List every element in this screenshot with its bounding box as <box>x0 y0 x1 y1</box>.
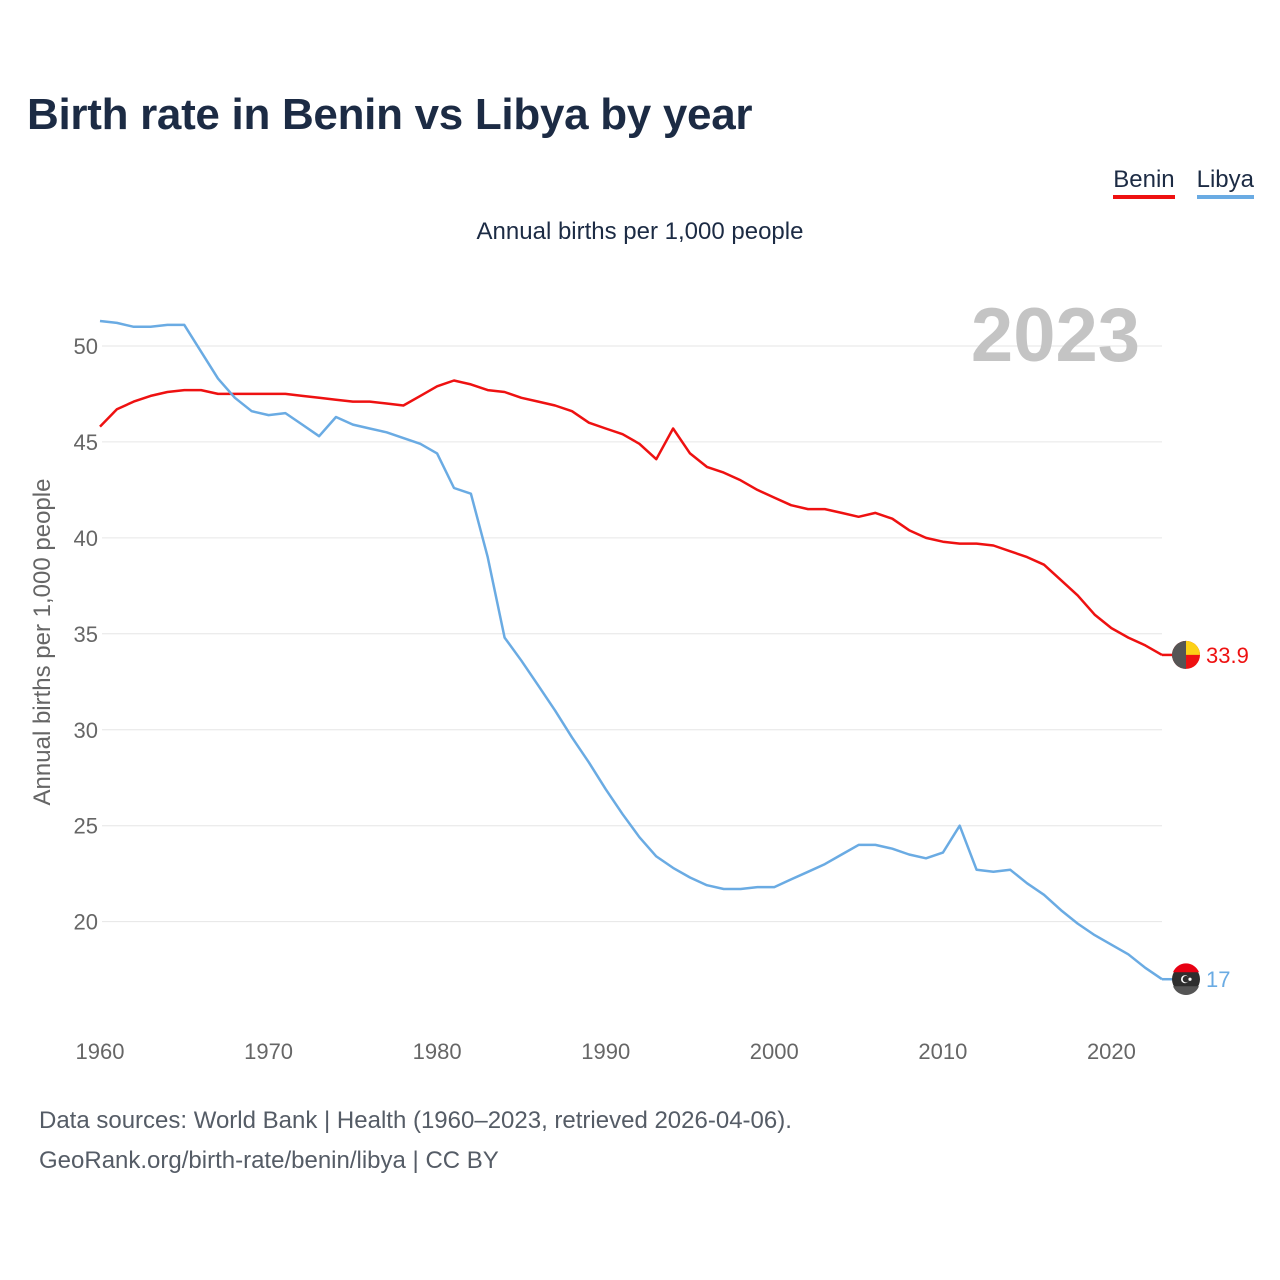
legend-item-libya[interactable]: Libya <box>1196 166 1254 199</box>
flag-crescent-cut <box>1182 975 1190 983</box>
x-tick-label: 1960 <box>76 1039 125 1064</box>
x-tick-label: 2020 <box>1087 1039 1136 1064</box>
series-lines <box>99 319 1163 981</box>
source-line: Data sources: World Bank | Health (1960–… <box>39 1107 792 1134</box>
flag-green <box>1172 640 1186 669</box>
x-tick-label: 1980 <box>413 1039 462 1064</box>
series-line-libya <box>99 319 1163 981</box>
source-link[interactable]: GeoRank.org/birth-rate/benin/libya | CC … <box>39 1147 499 1174</box>
y-tick-label: 30 <box>74 718 98 743</box>
chart-title: Birth rate in Benin vs Libya by year <box>27 90 753 139</box>
y-tick-label: 25 <box>74 814 98 839</box>
gridlines <box>102 345 1162 923</box>
flag-star <box>1188 977 1192 981</box>
flag-libya-icon <box>1172 963 1200 996</box>
y-tick-label: 45 <box>74 430 98 455</box>
x-tick-label: 1990 <box>581 1039 630 1064</box>
x-axis-ticks: 1960 1970 1980 1990 2000 2010 2020 <box>76 1039 1136 1064</box>
x-tick-label: 1970 <box>244 1039 293 1064</box>
x-tick-label: 2000 <box>750 1039 799 1064</box>
y-tick-label: 35 <box>74 622 98 647</box>
x-tick-label: 2010 <box>918 1039 967 1064</box>
flag-red <box>1173 963 1199 973</box>
y-axis-label: Annual births per 1,000 people <box>29 479 56 806</box>
flag-benin-icon <box>1172 640 1200 669</box>
end-value-benin: 33.9 <box>1206 643 1249 668</box>
end-value-libya: 17 <box>1206 967 1230 992</box>
flag-yellow <box>1186 640 1200 655</box>
series-end-markers: 33.9 17 <box>1162 640 1249 996</box>
legend-item-benin[interactable]: Benin <box>1113 166 1175 199</box>
y-tick-label: 50 <box>74 334 98 359</box>
y-axis-ticks: 20 25 30 35 40 45 50 <box>74 334 98 935</box>
y-tick-label: 40 <box>74 526 98 551</box>
line-chart: 20 25 30 35 40 45 50 1960 1970 1980 1990 2000 2010 2… <box>29 293 1249 1064</box>
series-line-benin <box>99 379 1163 656</box>
y-tick-label: 20 <box>74 910 98 935</box>
year-watermark: 2023 <box>971 293 1140 378</box>
flag-green <box>1173 986 1199 996</box>
legend: Benin Libya <box>1113 166 1254 199</box>
chart-subtitle: Annual births per 1,000 people <box>476 218 804 245</box>
